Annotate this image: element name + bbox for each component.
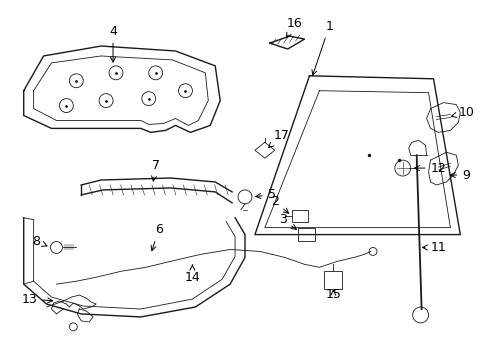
Text: 15: 15 (325, 288, 341, 301)
Text: 12: 12 (414, 162, 446, 175)
Text: 4: 4 (109, 24, 117, 62)
Text: 3: 3 (278, 213, 296, 229)
Text: 11: 11 (422, 241, 446, 254)
Text: 5: 5 (255, 188, 275, 201)
Text: 8: 8 (33, 235, 47, 248)
FancyBboxPatch shape (291, 210, 307, 222)
Text: 9: 9 (449, 168, 469, 181)
FancyBboxPatch shape (297, 228, 315, 240)
FancyBboxPatch shape (324, 271, 342, 289)
Text: 7: 7 (151, 159, 160, 181)
Text: 2: 2 (270, 195, 288, 213)
Text: 10: 10 (450, 106, 473, 119)
Text: 6: 6 (151, 223, 163, 251)
Text: 1: 1 (311, 20, 333, 75)
Text: 14: 14 (184, 265, 200, 284)
Text: 17: 17 (268, 129, 289, 148)
Text: 13: 13 (22, 293, 53, 306)
Text: 16: 16 (286, 17, 302, 38)
